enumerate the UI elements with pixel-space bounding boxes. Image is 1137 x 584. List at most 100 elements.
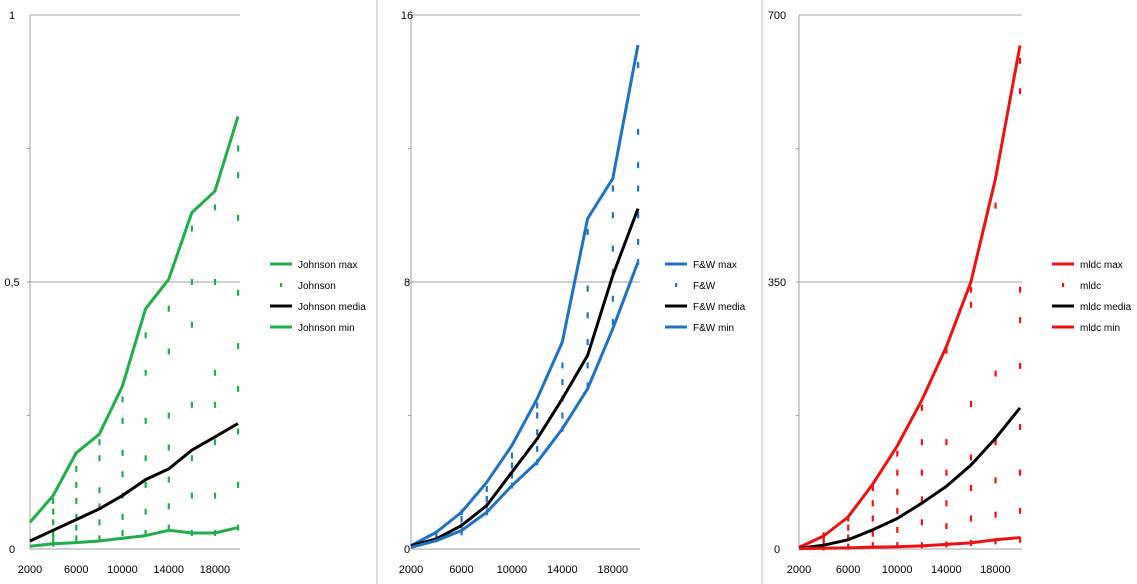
data-point <box>896 450 899 457</box>
data-point <box>75 497 78 504</box>
data-point <box>611 185 614 192</box>
data-point <box>75 513 78 520</box>
data-point <box>213 279 217 285</box>
legend-swatch <box>675 283 678 287</box>
x-tick-label: 18000 <box>200 564 231 576</box>
x-tick-label: 10000 <box>107 564 138 576</box>
data-point <box>1019 286 1022 293</box>
data-point <box>98 503 101 510</box>
data-point <box>536 402 539 409</box>
data-point <box>144 455 147 462</box>
data-point <box>586 228 589 235</box>
x-tick-label: 6000 <box>449 564 473 576</box>
data-point <box>969 484 973 491</box>
data-point <box>871 515 874 522</box>
legend-label: mldc media <box>1080 302 1132 313</box>
data-point <box>969 515 973 522</box>
data-point <box>510 452 514 459</box>
x-tick-label: 18000 <box>980 564 1011 576</box>
legend-label: mldc max <box>1080 260 1123 271</box>
data-point <box>75 524 78 531</box>
legend-label: mldc <box>1080 281 1101 292</box>
data-point <box>98 535 101 542</box>
data-point <box>485 495 488 502</box>
data-point <box>167 348 170 355</box>
data-point <box>945 347 948 354</box>
data-point <box>237 172 240 179</box>
data-point <box>167 476 170 483</box>
data-point <box>969 454 973 461</box>
data-point <box>237 214 240 221</box>
series-line-1 <box>798 45 1022 549</box>
x-tick-label: 6000 <box>64 564 88 576</box>
data-point <box>1019 362 1022 369</box>
data-point <box>920 519 923 526</box>
data-point <box>98 439 101 446</box>
x-tick-label: 10000 <box>882 564 913 576</box>
data-point <box>213 439 217 446</box>
data-point <box>896 507 899 514</box>
data-point <box>536 445 539 452</box>
data-point <box>213 492 217 499</box>
data-point <box>460 515 463 522</box>
data-point <box>121 529 124 536</box>
data-point <box>847 515 850 522</box>
data-point <box>510 472 514 479</box>
data-point <box>536 429 539 436</box>
legend-label: F&W max <box>693 260 737 271</box>
data-point <box>561 379 564 386</box>
data-point <box>167 524 170 531</box>
data-point <box>144 529 147 536</box>
data-point <box>190 455 193 462</box>
data-point <box>98 487 101 494</box>
legend-swatch <box>280 283 283 287</box>
data-point <box>144 417 147 424</box>
data-point <box>920 439 923 446</box>
data-point <box>896 469 899 476</box>
y-tick-label: 0 <box>774 544 780 556</box>
data-point <box>871 500 874 507</box>
chart-panel-2: 0 8 16 2000 6000 10000 14000 18000 F&W max F&W F&W… <box>399 0 763 584</box>
data-point <box>52 508 55 515</box>
data-point <box>945 523 948 530</box>
data-point <box>969 401 973 408</box>
data-point <box>847 534 850 541</box>
data-point <box>822 539 825 546</box>
data-point <box>213 369 217 376</box>
data-point <box>460 529 463 536</box>
series-line-3 <box>410 208 640 548</box>
series-line-3 <box>29 422 239 543</box>
data-point <box>611 319 614 326</box>
data-point <box>190 279 193 285</box>
legend-label: Johnson <box>298 281 336 292</box>
data-point <box>121 396 124 403</box>
data-point <box>167 503 170 510</box>
x-tick-label: 14000 <box>547 564 578 576</box>
data-point <box>213 401 217 408</box>
data-point <box>167 412 170 419</box>
data-point <box>586 312 589 319</box>
series-line-1 <box>28 116 240 524</box>
data-point <box>945 469 948 476</box>
data-point <box>75 535 78 542</box>
data-point <box>190 225 193 232</box>
y-tick-label: 700 <box>768 10 786 22</box>
data-point <box>1019 469 1022 476</box>
data-point <box>1019 317 1022 324</box>
data-point <box>637 238 640 245</box>
data-point <box>167 444 170 451</box>
data-point <box>586 285 589 292</box>
data-point <box>920 404 923 411</box>
data-point <box>994 511 997 518</box>
x-tick-label: 2000 <box>787 564 811 576</box>
data-point <box>237 481 240 488</box>
data-point <box>994 439 997 446</box>
data-point <box>994 370 997 377</box>
data-point <box>561 412 564 419</box>
data-point <box>994 477 997 484</box>
y-tick-label: 0 <box>404 544 410 556</box>
data-point <box>920 496 923 503</box>
data-point <box>237 428 240 435</box>
data-point <box>144 369 147 376</box>
legend-label: F&W <box>693 281 716 292</box>
